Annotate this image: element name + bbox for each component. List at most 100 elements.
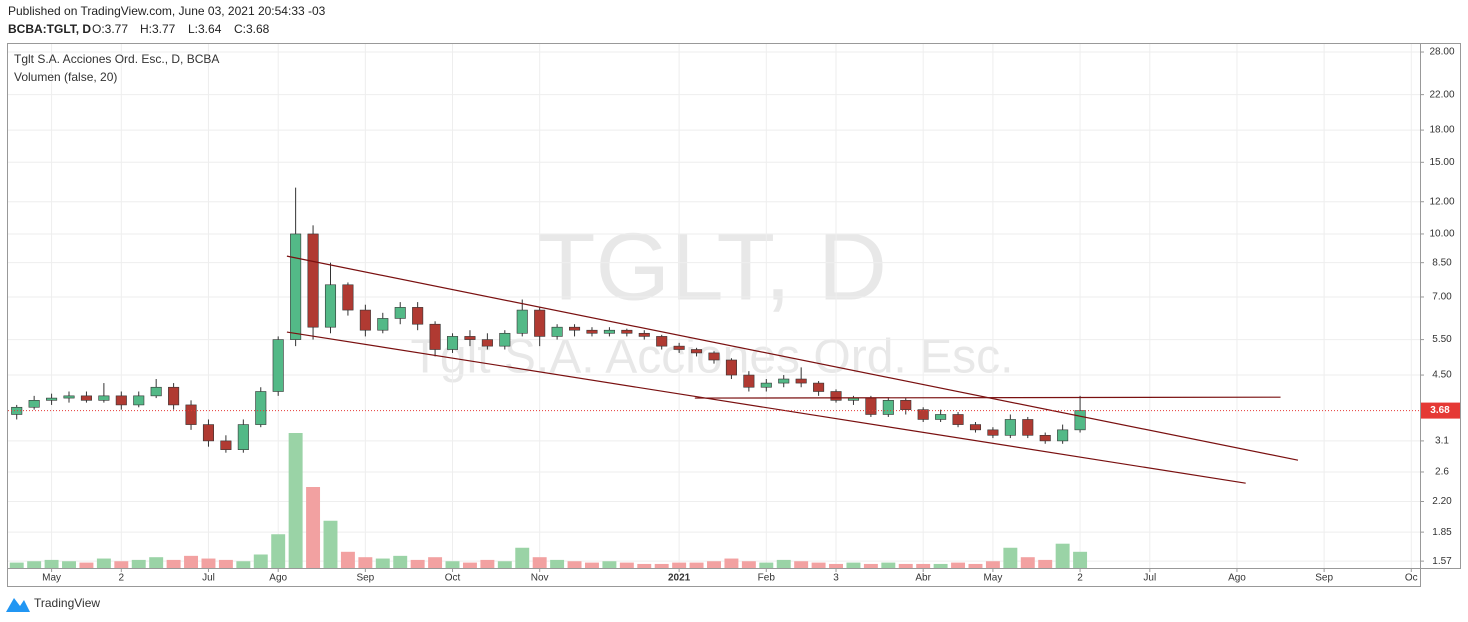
volume-bar bbox=[184, 555, 199, 568]
volume-bar bbox=[149, 557, 164, 568]
candle-body bbox=[185, 404, 197, 425]
x-tick-label: Jul bbox=[1143, 573, 1156, 584]
trend-line bbox=[286, 331, 1246, 484]
volume-bar bbox=[985, 561, 1000, 568]
volume-bar bbox=[96, 558, 111, 568]
volume-bar bbox=[306, 487, 321, 568]
trend-line bbox=[694, 396, 1281, 399]
volume-bar bbox=[532, 557, 547, 568]
volume-bar bbox=[1038, 559, 1053, 568]
y-tick-label: 1.85 bbox=[1432, 527, 1452, 538]
x-tick-label: 2 bbox=[119, 573, 125, 584]
symbol: BCBA:TGLT, D bbox=[8, 22, 91, 36]
candle-body bbox=[638, 332, 650, 337]
volume-bar bbox=[881, 562, 896, 568]
x-tick-label: May bbox=[42, 573, 61, 584]
plot bbox=[8, 44, 1420, 568]
volume-bar bbox=[515, 547, 530, 568]
candle-body bbox=[80, 395, 92, 401]
x-tick-label: Jul bbox=[202, 573, 215, 584]
volume-bar bbox=[410, 559, 425, 568]
x-tick-label: Feb bbox=[758, 573, 776, 584]
candle-body bbox=[586, 329, 598, 334]
x-tick-label: 2 bbox=[1077, 573, 1083, 584]
candle-body bbox=[359, 309, 371, 331]
logo-icon bbox=[6, 598, 30, 612]
candle-body bbox=[63, 395, 75, 399]
volume-bar bbox=[1020, 557, 1035, 568]
ohlc-high: H:3.77 bbox=[140, 22, 176, 36]
volume-bar bbox=[253, 554, 268, 568]
candle-body bbox=[969, 424, 982, 431]
candle-body bbox=[603, 329, 615, 334]
volume-bar bbox=[846, 562, 861, 568]
legend-volume: Volumen (false, 20) bbox=[14, 70, 117, 84]
volume-bar bbox=[776, 559, 791, 568]
x-tick-label: Oc bbox=[1405, 573, 1418, 584]
candle-body bbox=[237, 424, 249, 450]
volume-bar bbox=[375, 558, 390, 568]
last-price-box bbox=[1421, 402, 1460, 419]
candle-body bbox=[865, 397, 877, 415]
x-tick-label: Ago bbox=[1228, 573, 1246, 584]
volume-bar bbox=[236, 561, 251, 568]
candle-body bbox=[987, 429, 999, 436]
candle-body bbox=[743, 374, 755, 388]
volume-bar bbox=[811, 562, 826, 568]
volume-bar bbox=[9, 562, 24, 568]
volume-bar bbox=[707, 561, 721, 568]
x-tick-label: Oct bbox=[445, 573, 461, 584]
volume-bar bbox=[323, 520, 338, 568]
y-tick-label: 1.57 bbox=[1432, 556, 1452, 567]
x-tick-label: Abr bbox=[915, 573, 931, 584]
legend-instrument: Tglt S.A. Acciones Ord. Esc., D, BCBA bbox=[14, 52, 219, 66]
y-tick-label: 12.00 bbox=[1429, 196, 1454, 207]
candle-body bbox=[882, 400, 894, 415]
candle-body bbox=[551, 326, 563, 337]
x-tick-label: 3 bbox=[833, 573, 839, 584]
volume-bar bbox=[724, 558, 739, 568]
volume-bar bbox=[462, 562, 477, 568]
volume-bar bbox=[1003, 547, 1018, 568]
volume-bar bbox=[497, 561, 512, 568]
volume-bar bbox=[550, 559, 565, 568]
candle-body bbox=[255, 391, 267, 425]
x-tick-label: Ago bbox=[269, 573, 287, 584]
candle-body bbox=[1022, 419, 1034, 436]
volume-bar bbox=[27, 561, 42, 568]
candle-body bbox=[377, 318, 389, 331]
candle-body bbox=[621, 329, 633, 334]
x-tick-label: Sep bbox=[356, 573, 374, 584]
candle-body bbox=[1039, 434, 1051, 442]
volume-bar bbox=[863, 563, 878, 568]
candle-body bbox=[673, 345, 685, 350]
volume-bar bbox=[689, 562, 704, 568]
candle-body bbox=[708, 352, 720, 361]
candle-body bbox=[324, 284, 337, 328]
volume-bar bbox=[480, 559, 495, 568]
x-tick-label: May bbox=[983, 573, 1002, 584]
candle-body bbox=[272, 339, 284, 392]
candle-body bbox=[98, 395, 110, 401]
volume-bar bbox=[358, 557, 373, 568]
y-tick-label: 8.50 bbox=[1432, 257, 1452, 268]
candle-body bbox=[656, 336, 668, 347]
y-tick-label: 5.50 bbox=[1432, 334, 1452, 345]
candle-body bbox=[691, 349, 703, 354]
time-axis-frame bbox=[7, 568, 1421, 587]
volume-bar bbox=[393, 555, 408, 568]
ohlc-close: C:3.68 bbox=[234, 22, 270, 36]
volume-bar bbox=[933, 563, 948, 568]
candle-body bbox=[28, 400, 40, 408]
volume-bar bbox=[79, 562, 94, 568]
last-price-label: 3.68 bbox=[1430, 405, 1450, 416]
y-tick-label: 7.00 bbox=[1432, 292, 1452, 303]
candle-body bbox=[307, 233, 319, 328]
candle-body bbox=[168, 386, 180, 406]
volume-bar bbox=[916, 563, 931, 568]
candle-body bbox=[760, 382, 772, 388]
volume-bar bbox=[898, 563, 913, 568]
candle-body bbox=[516, 309, 528, 334]
price-axis-frame bbox=[1420, 43, 1461, 569]
